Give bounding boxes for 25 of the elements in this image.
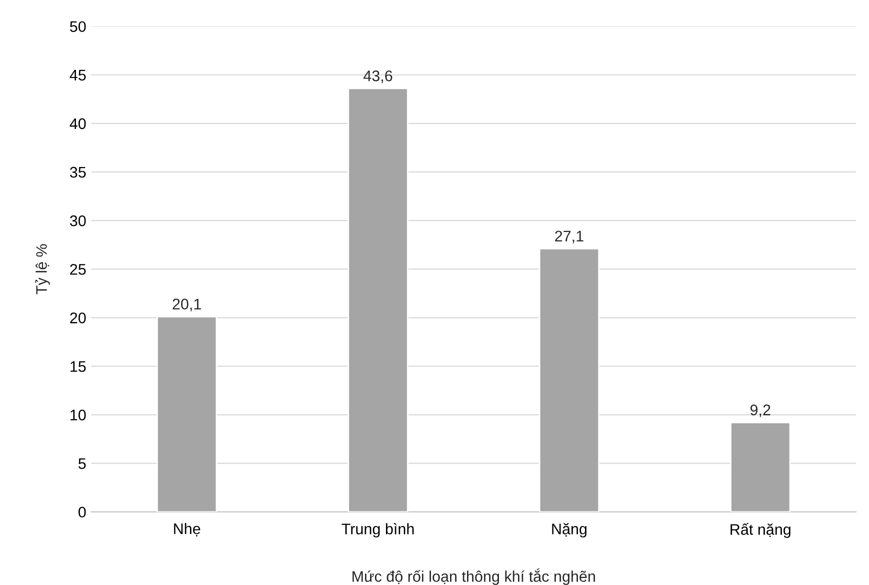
bar [538, 248, 600, 512]
data-label: 9,2 [750, 404, 770, 418]
bar [348, 88, 408, 512]
y-tick-label: 0 [78, 506, 86, 518]
x-axis-title: Mức độ rối loạn thông khí tắc nghẽn [352, 568, 595, 585]
x-tick-label: Rất nặng [730, 522, 790, 538]
y-tick-label: 50 [70, 21, 86, 32]
y-tick-label: 20 [70, 312, 86, 324]
y-tick-label: 10 [70, 410, 86, 420]
y-tick-label: 40 [70, 118, 86, 130]
x-tick-label: Trung bình [342, 522, 414, 538]
bar [730, 422, 791, 512]
data-label: 43,6 [364, 70, 392, 84]
x-tick-label: Nhẹ [174, 522, 200, 536]
y-axis-title: Tỷ lệ % [35, 244, 50, 294]
y-tick-label: 5 [78, 458, 86, 470]
bar [156, 316, 218, 512]
y-tick-label: 25 [70, 264, 86, 275]
data-label: 27,1 [555, 230, 584, 244]
y-tick-label: 35 [70, 166, 86, 178]
y-tick-label: 45 [70, 70, 86, 81]
y-tick-label: 30 [70, 215, 86, 226]
data-label: 20,1 [172, 298, 201, 312]
y-tick-label: 15 [70, 361, 86, 372]
x-tick-label: Nặng [552, 522, 586, 538]
